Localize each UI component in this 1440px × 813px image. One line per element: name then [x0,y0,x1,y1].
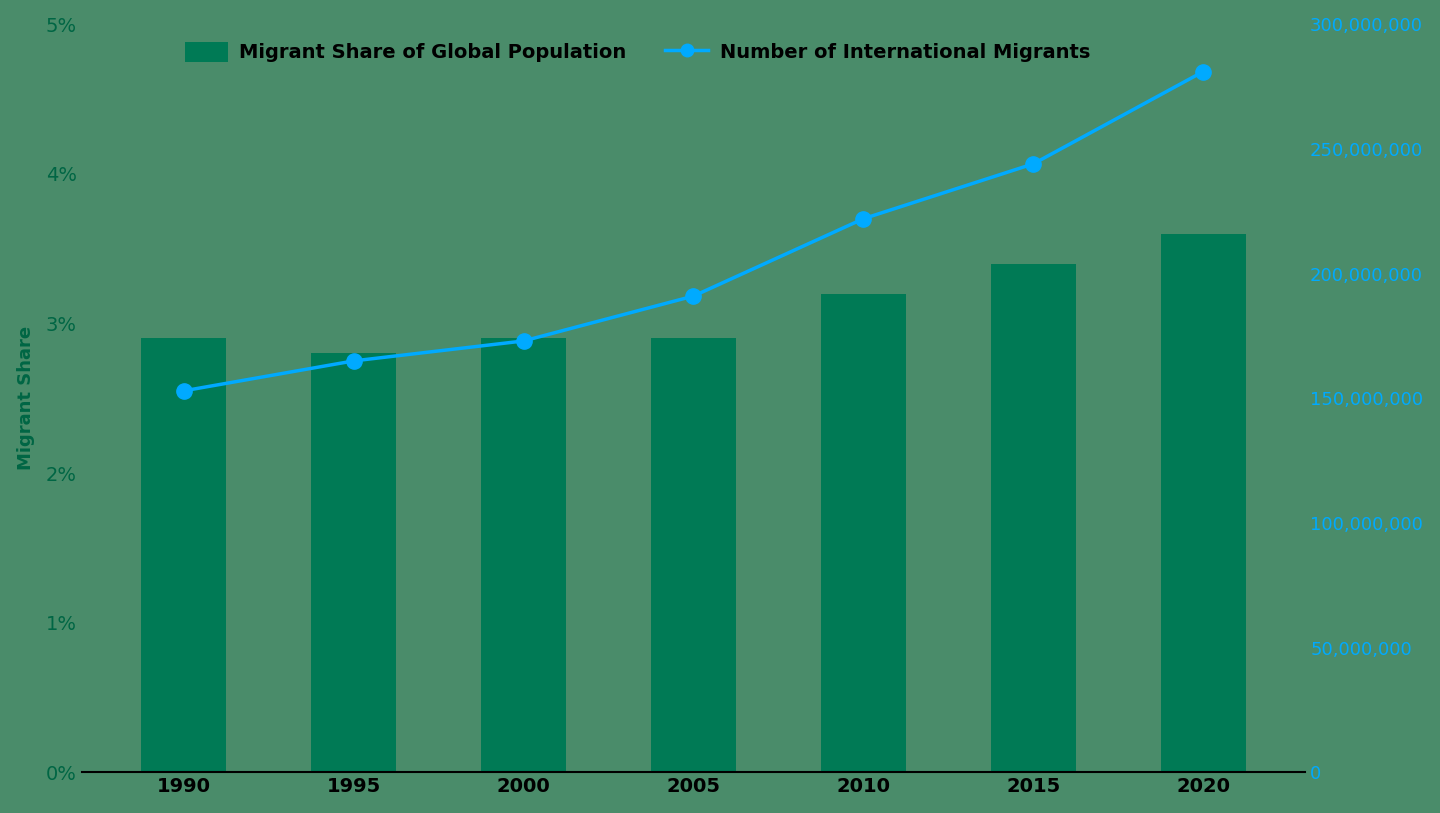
Number of International Migrants [855,214,873,224]
Number of International Migrants [346,356,363,366]
Number of International Migrants [1025,159,1043,169]
Bar [141,338,226,772]
Bar [481,338,566,772]
Y-axis label: Migrant Share: Migrant Share [17,326,35,471]
Number of International Migrants [176,386,193,396]
Number of International Migrants [516,336,533,346]
Line: Number of International Migrants: Number of International Migrants [176,64,1211,398]
Bar [991,263,1076,772]
Number of International Migrants [685,291,703,301]
Bar [311,354,396,772]
Bar [651,338,736,772]
Number of International Migrants [1195,67,1212,76]
Legend: Migrant Share of Global Population, Number of International Migrants: Migrant Share of Global Population, Numb… [177,34,1099,70]
Bar [1161,233,1246,772]
Bar [821,293,906,772]
